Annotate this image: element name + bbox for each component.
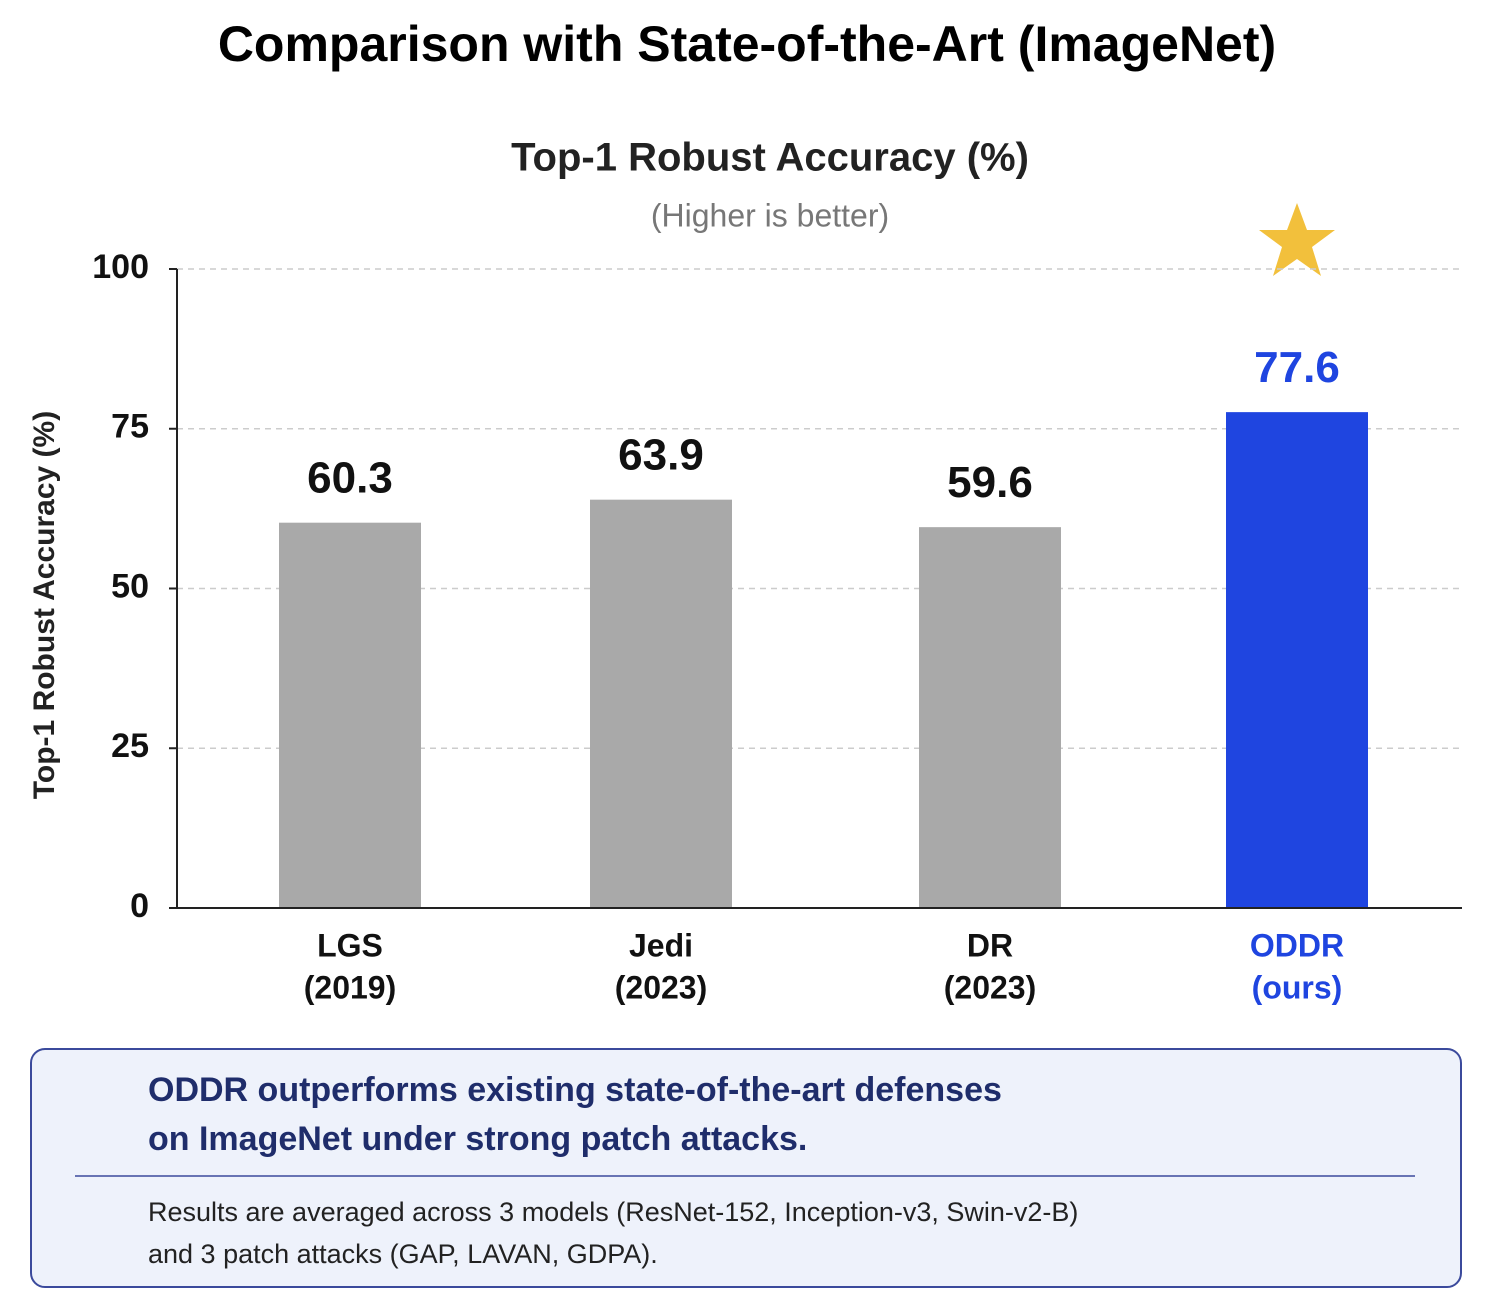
bar bbox=[279, 522, 421, 908]
x-tick-label: Jedi bbox=[629, 927, 693, 963]
x-tick-label: ODDR bbox=[1250, 927, 1344, 963]
value-label: 60.3 bbox=[307, 453, 393, 502]
x-tick-label: (2023) bbox=[944, 969, 1037, 1005]
page-title: Comparison with State-of-the-Art (ImageN… bbox=[218, 16, 1276, 72]
y-tick-label: 0 bbox=[130, 887, 149, 925]
x-tick-label: (ours) bbox=[1252, 969, 1343, 1005]
x-tick-label: DR bbox=[967, 927, 1013, 963]
summary-heading: on ImageNet under strong patch attacks. bbox=[148, 1120, 807, 1158]
y-tick-label: 75 bbox=[111, 408, 149, 446]
x-tick-label: LGS bbox=[317, 927, 383, 963]
y-tick-label: 100 bbox=[92, 248, 149, 286]
x-tick-label: (2019) bbox=[304, 969, 397, 1005]
y-tick-label: 50 bbox=[111, 567, 149, 605]
value-label: 63.9 bbox=[618, 430, 704, 479]
y-axis-label: Top-1 Robust Accuracy (%) bbox=[28, 411, 61, 799]
summary-heading: ODDR outperforms existing state-of-the-a… bbox=[148, 1071, 1002, 1109]
summary-note: and 3 patch attacks (GAP, LAVAN, GDPA). bbox=[148, 1239, 658, 1269]
y-tick-label: 25 bbox=[111, 727, 149, 765]
summary-box bbox=[30, 1048, 1462, 1288]
bar bbox=[1226, 412, 1368, 908]
bar bbox=[590, 499, 732, 908]
highlight-star bbox=[1259, 203, 1335, 276]
chart-subtitle: (Higher is better) bbox=[651, 197, 889, 233]
bar bbox=[919, 527, 1061, 908]
summary-note: Results are averaged across 3 models (Re… bbox=[148, 1197, 1078, 1227]
value-label: 77.6 bbox=[1254, 343, 1340, 392]
x-tick-label: (2023) bbox=[615, 969, 708, 1005]
value-label: 59.6 bbox=[947, 458, 1033, 507]
chart-title: Top-1 Robust Accuracy (%) bbox=[511, 136, 1029, 180]
